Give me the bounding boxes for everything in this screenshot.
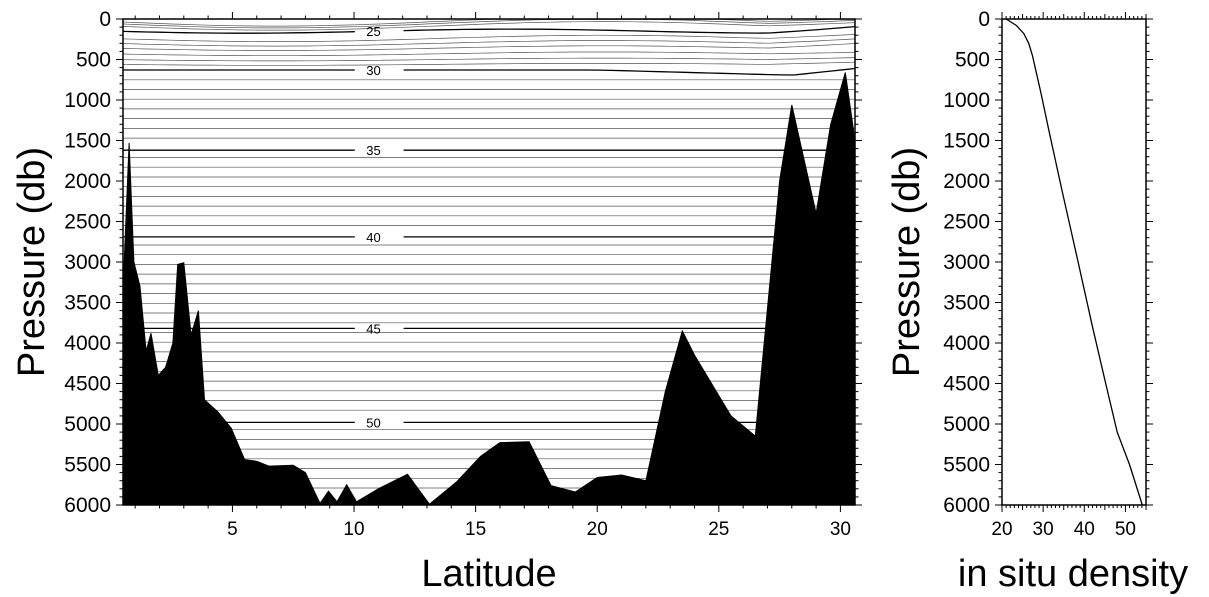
isopycnal-contours bbox=[122, 19, 856, 489]
section-panel: 25 30 35 40 45 50 0 500 1000 1500 2000 2500 3000 350… bbox=[11, 8, 862, 595]
x-tick-label: 25 bbox=[708, 519, 729, 540]
x-tick-label: 50 bbox=[1115, 519, 1136, 540]
y-tick-label: 5500 bbox=[64, 454, 111, 477]
contour-label-30: 30 bbox=[366, 63, 380, 78]
y-tick-label: 5500 bbox=[943, 454, 990, 477]
section-x-ticks: 5 10 15 20 25 30 bbox=[134, 12, 851, 540]
y-tick-label: 5000 bbox=[64, 413, 111, 436]
y-tick-label: 3500 bbox=[64, 292, 111, 315]
density-axes-frame bbox=[1001, 18, 1147, 506]
section-y-ticks: 0 500 1000 1500 2000 2500 3000 3500 4000 4500 5000… bbox=[64, 8, 862, 517]
contour-labels: 25 30 35 40 45 50 bbox=[122, 24, 856, 430]
y-tick-label: 2000 bbox=[943, 170, 990, 193]
y-tick-label: 2500 bbox=[943, 211, 990, 234]
y-tick-label: 3000 bbox=[64, 251, 111, 274]
y-tick-label: 5000 bbox=[943, 413, 990, 436]
contour-label-35: 35 bbox=[366, 143, 380, 158]
y-tick-label: 1500 bbox=[943, 130, 990, 153]
density-panel: 0 500 1000 1500 2000 2500 3000 3500 4000 4500 5000… bbox=[886, 8, 1188, 595]
x-tick-label: 20 bbox=[991, 519, 1012, 540]
contour-line bbox=[122, 43, 856, 51]
density-profile-line bbox=[1005, 18, 1143, 506]
contour-line-labeled bbox=[403, 25, 856, 34]
y-tick-label: 1000 bbox=[64, 89, 111, 112]
section-y-axis-title: Pressure (db) bbox=[11, 147, 53, 377]
section-x-axis-title: Latitude bbox=[421, 553, 556, 595]
density-y-ticks: 0 500 1000 1500 2000 2500 3000 3500 4000 4500 5000… bbox=[943, 8, 1153, 517]
x-tick-label: 40 bbox=[1074, 519, 1095, 540]
contour-line bbox=[122, 34, 856, 42]
contour-line bbox=[122, 57, 856, 62]
y-tick-label: 0 bbox=[99, 8, 111, 31]
y-tick-label: 4500 bbox=[943, 373, 990, 396]
contour-line bbox=[122, 61, 856, 66]
density-x-ticks: 20 30 40 50 bbox=[991, 12, 1147, 540]
y-tick-label: 4500 bbox=[64, 373, 111, 396]
y-tick-label: 500 bbox=[955, 49, 990, 72]
y-tick-label: 1000 bbox=[943, 89, 990, 112]
y-tick-label: 6000 bbox=[64, 494, 111, 517]
contour-line-labeled bbox=[403, 67, 856, 76]
contour-label-25: 25 bbox=[366, 24, 380, 39]
contour-line-labeled bbox=[122, 30, 355, 34]
x-tick-label: 15 bbox=[465, 519, 486, 540]
x-tick-label: 20 bbox=[587, 519, 608, 540]
y-tick-label: 6000 bbox=[943, 494, 990, 517]
y-tick-label: 2000 bbox=[64, 170, 111, 193]
y-tick-label: 4000 bbox=[64, 332, 111, 355]
x-tick-label: 10 bbox=[343, 519, 364, 540]
y-tick-label: 4000 bbox=[943, 332, 990, 355]
x-tick-label: 5 bbox=[227, 519, 238, 540]
contour-label-45: 45 bbox=[366, 321, 380, 336]
contour-label-40: 40 bbox=[366, 230, 380, 245]
x-tick-label: 30 bbox=[1033, 519, 1054, 540]
y-tick-label: 500 bbox=[76, 49, 111, 72]
y-tick-label: 2500 bbox=[64, 211, 111, 234]
contour-line bbox=[122, 19, 856, 29]
x-tick-label: 30 bbox=[830, 519, 851, 540]
contour-line bbox=[122, 21, 856, 31]
contour-line bbox=[122, 51, 856, 57]
contour-label-50: 50 bbox=[366, 415, 380, 430]
y-tick-label: 1500 bbox=[64, 130, 111, 153]
bottom-topography bbox=[122, 72, 856, 506]
y-tick-label: 0 bbox=[978, 8, 990, 31]
y-tick-label: 3500 bbox=[943, 292, 990, 315]
density-x-axis-title: in situ density bbox=[958, 553, 1188, 595]
density-frame bbox=[1001, 18, 1147, 506]
y-tick-label: 3000 bbox=[943, 251, 990, 274]
density-y-axis-title: Pressure (db) bbox=[886, 147, 928, 377]
contour-line bbox=[122, 38, 856, 47]
